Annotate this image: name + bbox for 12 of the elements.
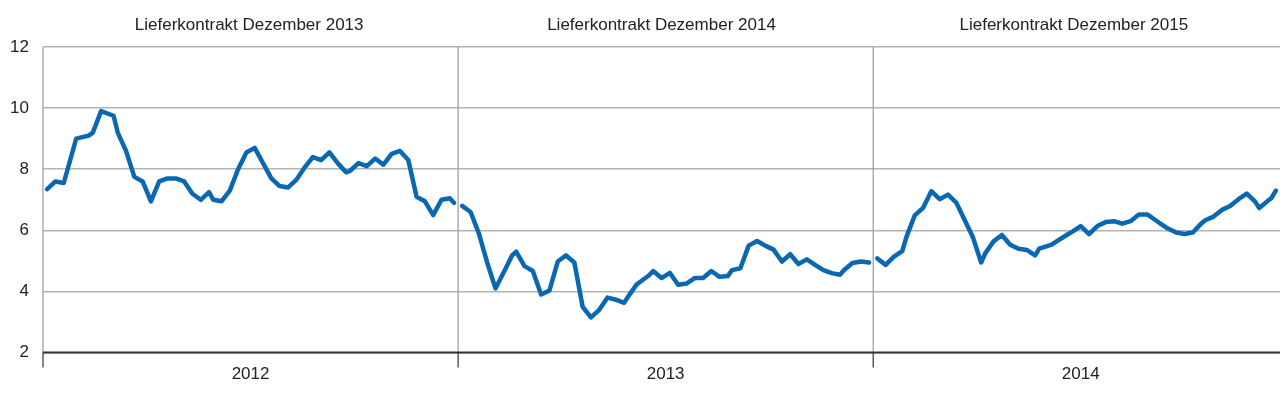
y-tick-label: 4 bbox=[19, 281, 29, 301]
text: Lieferkontrakt Dezember 2015 bbox=[959, 14, 1189, 34]
y-tick-label: 2 bbox=[19, 342, 29, 362]
y-tick-label: 10 bbox=[10, 97, 29, 117]
text: Lieferkontrakt Dezember 2013 bbox=[134, 14, 364, 34]
x-tick-label: 2013 bbox=[646, 364, 685, 384]
x-tick-label: 2012 bbox=[231, 364, 270, 384]
x-tick-label: 2014 bbox=[1061, 364, 1100, 384]
y-tick-label: 6 bbox=[19, 220, 29, 240]
text: Lieferkontrakt Dezember 2014 bbox=[547, 14, 776, 34]
y-tick-label: 12 bbox=[10, 36, 29, 56]
y-tick-label: 8 bbox=[19, 158, 29, 178]
